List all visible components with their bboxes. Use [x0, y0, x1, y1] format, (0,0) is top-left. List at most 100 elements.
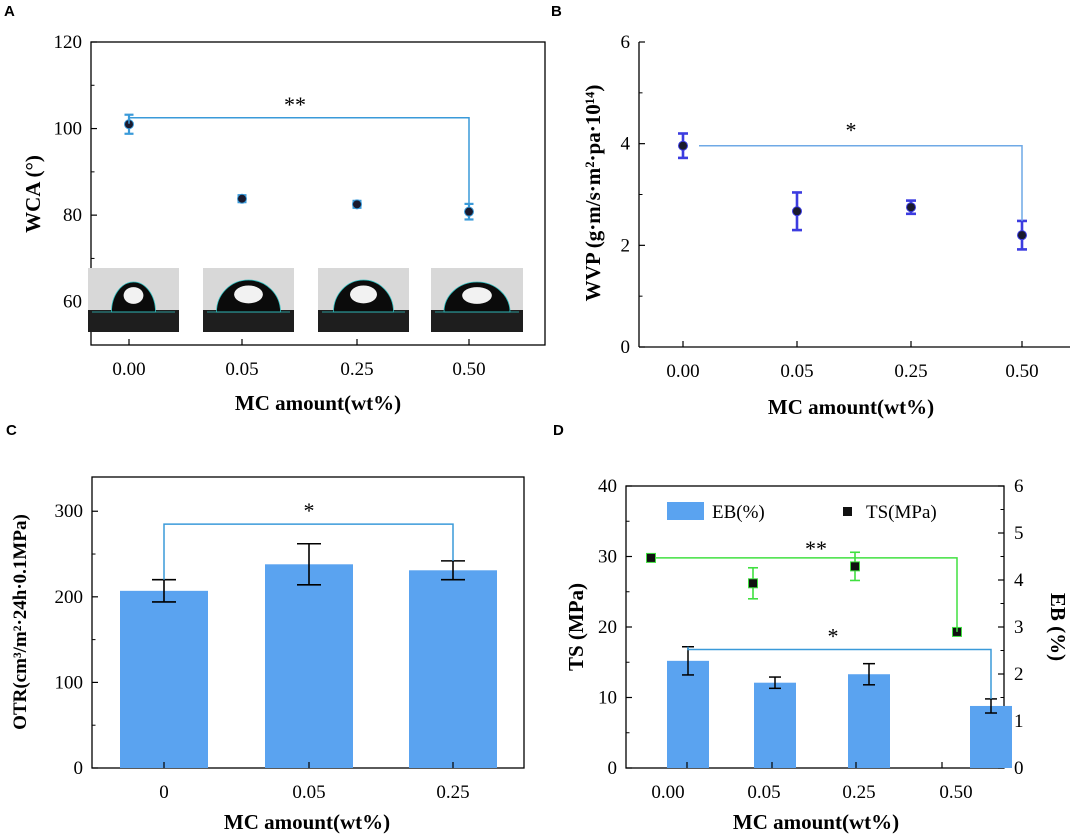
a-droplet-highlight — [234, 285, 263, 304]
d-bar-eb — [667, 660, 709, 768]
d-x-tick-label: 0.05 — [747, 782, 780, 803]
a-droplet-substrate — [431, 310, 523, 332]
a-y-tick-label: 100 — [54, 119, 83, 140]
panel-letter-c: C — [6, 422, 17, 439]
d-x-tick-label: 0.25 — [842, 782, 875, 803]
a-x-tick-label: 0.25 — [340, 359, 373, 380]
d-bar-eb — [848, 674, 890, 768]
d-point-ts — [646, 552, 656, 563]
b-y-tick-label: 0 — [621, 337, 631, 358]
b-x-tick-label: 0.25 — [894, 361, 927, 382]
b-significance-label: * — [846, 118, 857, 143]
chart-panel-a: 60 80 100 120 0.00 0.05 0.25 0.50 MC amount(wt%)… — [21, 32, 546, 415]
a-droplet-substrate — [203, 310, 294, 332]
a-droplet-photo — [88, 268, 179, 332]
a-droplet-photo — [318, 268, 409, 332]
d-y-tick-label: 4 — [1014, 570, 1024, 591]
d-x-axis-title: MC amount(wt%) — [733, 810, 899, 834]
a-y-tick-label: 60 — [63, 292, 82, 313]
c-y-axis-title: OTR(cm³/m²·24h·0.1MPa) — [10, 514, 31, 730]
a-droplet-highlight — [123, 287, 144, 304]
d-legend-swatch-ts — [843, 507, 852, 516]
b-x-tick-label: 0.50 — [1005, 361, 1038, 382]
b-significance-bracket — [699, 144, 1023, 221]
b-data-point — [678, 140, 688, 151]
c-x-tick-label: 0.25 — [436, 782, 469, 803]
b-x-tick-label: 0.00 — [666, 361, 699, 382]
b-data-point — [906, 202, 916, 213]
c-y-tick-label: 300 — [55, 501, 84, 522]
a-significance-label: ** — [284, 92, 306, 117]
a-x-tick-label: 0.50 — [452, 359, 485, 380]
d-y-tick-label: 6 — [1014, 476, 1024, 497]
c-bar — [120, 590, 208, 768]
a-y-tick-label: 80 — [63, 205, 82, 226]
panel-letter-d: D — [553, 422, 564, 439]
a-data-point — [237, 193, 247, 204]
d-legend-label-ts: TS(MPa) — [866, 502, 937, 523]
a-droplet-substrate — [88, 310, 179, 332]
c-significance-label: * — [304, 498, 315, 523]
d-significance-bracket-ts — [656, 557, 958, 632]
c-y-tick-label: 200 — [55, 587, 84, 608]
c-x-axis-title: MC amount(wt%) — [224, 810, 390, 834]
d-y-tick-label: 0 — [1014, 758, 1024, 779]
a-data-point — [352, 199, 362, 210]
d-significance-label-ts: ** — [805, 536, 827, 561]
b-data-point — [1017, 230, 1027, 241]
a-significance-bracket — [128, 117, 470, 204]
b-y-axis-title: WVP (g·m/s·m²·pa·10¹⁴) — [581, 85, 605, 302]
a-data-point — [464, 206, 474, 217]
d-x-tick-label: 0.50 — [939, 782, 972, 803]
d-y-tick-label: 0 — [608, 758, 618, 779]
d-y-axis-title-right: EB (%) — [1046, 593, 1070, 661]
a-droplet-substrate — [318, 310, 409, 332]
chart-panel-b: 0 2 4 6 0.00 0.05 0.25 0.50 MC amount(wt%) WVP (g… — [581, 32, 1070, 419]
d-y-tick-label: 3 — [1014, 617, 1024, 638]
a-x-tick-label: 0.00 — [112, 359, 145, 380]
b-x-axis-title: MC amount(wt%) — [768, 395, 934, 419]
d-y-tick-label: 2 — [1014, 664, 1024, 685]
d-legend-label-eb: EB(%) — [712, 502, 765, 523]
a-x-axis-title: MC amount(wt%) — [235, 391, 401, 415]
d-bar-eb — [970, 705, 1012, 768]
d-legend: EB(%) TS(MPa) — [667, 502, 937, 523]
b-y-tick-label: 4 — [621, 134, 631, 155]
a-droplet-highlight — [350, 285, 377, 304]
d-bar-eb — [754, 682, 796, 768]
c-bar — [265, 564, 353, 768]
chart-panel-c: 0 100 200 300 0 0.05 0.25 MC amount(wt%) OTR(cm³… — [10, 476, 525, 834]
d-y-axis-title: TS (MPa) — [564, 583, 588, 671]
d-point-ts — [850, 561, 860, 572]
a-plot-frame — [90, 41, 546, 346]
d-y-tick-label: 5 — [1014, 523, 1024, 544]
c-x-tick-label: 0.05 — [292, 782, 325, 803]
chart-panel-d: 0 10 20 30 40 0 1 2 3 4 5 6 0.00 0.05 0.25 0.50 MC amoun… — [564, 476, 1070, 834]
d-significance-label-eb: * — [828, 624, 839, 649]
d-y-tick-label: 20 — [598, 617, 617, 638]
d-significance-bracket-eb — [687, 646, 992, 699]
d-y-tick-label: 10 — [598, 688, 617, 709]
c-y-tick-label: 100 — [55, 672, 84, 693]
a-droplet-highlight — [462, 287, 492, 304]
a-y-axis-title: WCA (°) — [21, 155, 45, 233]
c-x-tick-label: 0 — [159, 782, 169, 803]
d-y-tick-label: 1 — [1014, 711, 1024, 732]
a-droplet-photo — [203, 268, 294, 332]
d-y-tick-label: 30 — [598, 547, 617, 568]
d-y-tick-label: 40 — [598, 476, 617, 497]
b-y-tick-label: 6 — [621, 32, 631, 53]
a-droplet-photo — [431, 268, 523, 332]
panel-letter-a: A — [4, 3, 15, 20]
panel-letter-b: B — [551, 3, 562, 20]
c-significance-bracket — [163, 523, 454, 580]
b-y-tick-label: 2 — [621, 235, 631, 256]
a-x-tick-label: 0.05 — [225, 359, 258, 380]
a-y-tick-label: 120 — [54, 32, 83, 53]
b-x-tick-label: 0.05 — [780, 361, 813, 382]
c-bar — [409, 570, 497, 768]
c-y-tick-label: 0 — [74, 758, 84, 779]
b-data-point — [792, 206, 802, 217]
d-legend-swatch-eb — [667, 502, 704, 520]
